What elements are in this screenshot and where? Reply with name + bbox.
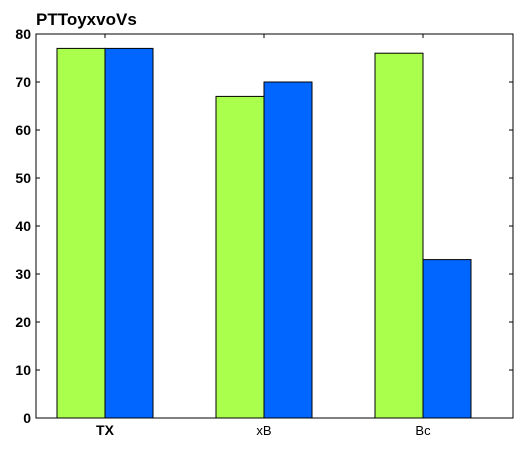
axes-frame	[35, 33, 514, 419]
chart-title: PTToyxvoVs	[36, 10, 137, 29]
y-tick-label: 30	[15, 266, 31, 282]
y-tick-label: 80	[15, 26, 31, 42]
bar-Bc-series-1	[374, 52, 424, 419]
y-tick-label: 0	[23, 410, 31, 426]
plot-area: TX xB Bc 0 10 20 30 40 50 60 70 80	[15, 26, 514, 438]
x-tick-label: TX	[96, 422, 115, 438]
bar-Bc-series-2	[422, 259, 472, 419]
y-tick-label: 70	[15, 74, 31, 90]
y-tick-label: 60	[15, 122, 31, 138]
bar-xB-series-1	[215, 95, 265, 419]
bar-TX-series-1	[56, 47, 106, 419]
y-tick-label: 10	[15, 362, 31, 378]
y-tick-label: 20	[15, 314, 31, 330]
y-tick-label: 50	[15, 170, 31, 186]
bar-TX-series-2	[104, 47, 154, 419]
x-tick-label: xB	[256, 423, 271, 438]
bar-xB-series-2	[263, 81, 313, 419]
x-tick-label: Bc	[415, 423, 431, 438]
y-tick-label: 40	[15, 218, 31, 234]
